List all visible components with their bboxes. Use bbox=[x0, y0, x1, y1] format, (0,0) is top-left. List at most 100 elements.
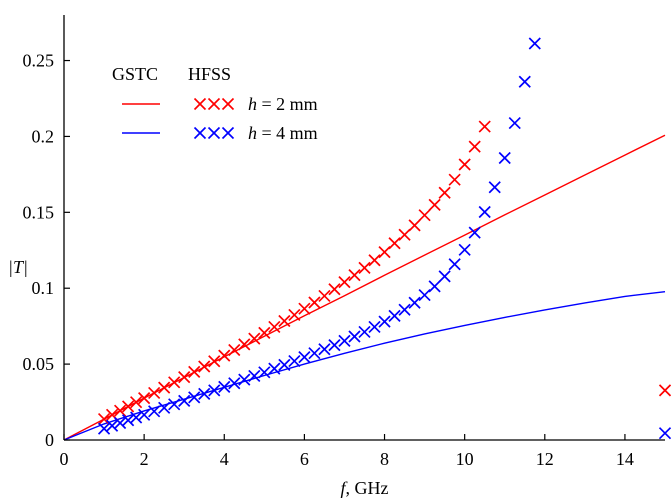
hfss-h2-marker-stroke-b bbox=[288, 308, 301, 322]
hfss-h4-marker-stroke-b bbox=[158, 401, 171, 414]
hfss-h4-marker bbox=[122, 414, 135, 427]
hfss-h4-marker-stroke-b bbox=[438, 270, 451, 283]
hfss-h2-marker bbox=[408, 219, 421, 232]
hfss-h4-marker bbox=[208, 384, 221, 397]
hfss-h2-marker-stroke-b bbox=[298, 302, 311, 315]
x-axis-label-unit: , GHz bbox=[346, 478, 389, 498]
hfss-h4-marker bbox=[268, 362, 281, 375]
hfss-h4-marker bbox=[418, 288, 431, 302]
hfss-h2-marker-stroke-b bbox=[338, 276, 351, 289]
hfss-h2-marker-stroke-b bbox=[398, 228, 411, 241]
hfss-h2-marker bbox=[138, 392, 151, 405]
hfss-h4-marker bbox=[158, 401, 171, 414]
legend-marker-sample-stroke-b bbox=[221, 126, 235, 140]
hfss-h4-marker bbox=[378, 315, 391, 328]
x-tick-label: 6 bbox=[300, 449, 309, 469]
hfss-h2-marker-stroke-b bbox=[318, 289, 331, 303]
hfss-h4-marker-stroke-b bbox=[130, 411, 143, 424]
hfss-h4-marker-stroke-b bbox=[248, 369, 261, 383]
hfss-h4-marker bbox=[428, 280, 441, 293]
legend-marker-sample bbox=[207, 126, 221, 140]
hfss-h2-marker-stroke-b bbox=[188, 365, 201, 378]
legend-marker-sample bbox=[193, 97, 207, 111]
legend: GSTC HFSS h = 2 mmh = 4 mm bbox=[112, 64, 318, 143]
legend-marker-sample-stroke-b bbox=[221, 97, 235, 111]
hfss-h2-marker-stroke-b bbox=[228, 343, 241, 357]
hfss-h4-marker bbox=[198, 387, 211, 400]
hfss-h2-marker bbox=[268, 320, 281, 334]
hfss-h4-marker bbox=[258, 366, 271, 379]
hfss-h2-marker-stroke-b bbox=[138, 392, 151, 405]
hfss-h4-marker bbox=[458, 243, 471, 256]
legend-header-gstc: GSTC bbox=[112, 64, 158, 84]
hfss-h4-marker-stroke-b bbox=[138, 408, 151, 421]
y-tick-label: 0 bbox=[45, 430, 54, 450]
hfss-h4-marker-stroke-b bbox=[208, 384, 221, 397]
hfss-h4-marker bbox=[168, 398, 181, 411]
hfss-h4-marker bbox=[130, 411, 143, 424]
hfss-h2-marker-stroke-b bbox=[388, 237, 401, 250]
hfss-h2-marker bbox=[328, 283, 341, 296]
hfss-h2-marker-stroke-b bbox=[97, 412, 111, 426]
chart-marks bbox=[63, 37, 671, 441]
hfss-h4-marker-stroke-b bbox=[398, 303, 411, 316]
hfss-h4-marker bbox=[278, 358, 291, 371]
hfss-h2-marker-stroke-b bbox=[158, 381, 171, 394]
hfss-h2-marker-stroke-b bbox=[328, 283, 341, 296]
hfss-h4-marker-stroke-b bbox=[358, 325, 371, 339]
y-tick-label: 0.25 bbox=[23, 51, 55, 71]
y-tick-label: 0.2 bbox=[32, 126, 55, 146]
hfss-h4-marker-stroke-b bbox=[218, 380, 231, 393]
hfss-h2-marker bbox=[113, 404, 127, 417]
hfss-h4-marker bbox=[105, 419, 119, 432]
hfss-h2-marker bbox=[478, 120, 491, 133]
hfss-h4-marker bbox=[338, 334, 351, 347]
hfss-h4-marker-stroke-b bbox=[308, 347, 321, 360]
hfss-h2-marker bbox=[438, 186, 451, 199]
hfss-h2-marker-stroke-b bbox=[148, 386, 161, 400]
hfss-h4-marker bbox=[228, 377, 241, 390]
hfss-h4-marker bbox=[448, 258, 461, 271]
hfss-h4-marker-stroke-b bbox=[528, 37, 541, 50]
legend-entry-symbol: h bbox=[248, 94, 257, 114]
hfss-h4-marker-stroke-b bbox=[298, 351, 311, 364]
hfss-h4-marker-stroke-b bbox=[168, 398, 181, 411]
hfss-h2-marker bbox=[208, 355, 221, 368]
hfss-h4-marker-stroke-b bbox=[268, 362, 281, 375]
hfss-h2-marker bbox=[458, 158, 471, 171]
hfss-h4-marker-stroke-b bbox=[388, 309, 401, 322]
y-axis-label: |T| bbox=[8, 257, 28, 277]
hfss-h2-marker-stroke-b bbox=[105, 408, 119, 421]
hfss-h2-marker-stroke-b bbox=[218, 349, 231, 362]
hfss-h2-marker bbox=[248, 332, 261, 345]
hfss-h4-marker-stroke-b bbox=[328, 339, 341, 352]
legend-marker-sample-stroke-b bbox=[207, 97, 221, 111]
hfss-h2-marker-stroke-b bbox=[130, 396, 143, 409]
hfss-h4-marker bbox=[298, 351, 311, 364]
legend-marker-sample bbox=[221, 97, 235, 111]
hfss-h4-marker bbox=[138, 408, 151, 421]
hfss-h4-marker-stroke-b bbox=[188, 391, 201, 404]
hfss-h2-marker bbox=[388, 237, 401, 250]
hfss-h2-marker bbox=[218, 349, 231, 362]
gstc-h4-line bbox=[63, 291, 666, 441]
hfss-h4-marker bbox=[398, 303, 411, 316]
hfss-h2-marker-stroke-b bbox=[358, 261, 371, 274]
hfss-h2-marker bbox=[228, 343, 241, 357]
hfss-h4-marker-stroke-b bbox=[97, 422, 111, 435]
y-tick-label: 0.15 bbox=[23, 202, 55, 222]
hfss-h4-marker bbox=[508, 116, 521, 130]
hfss-h2-marker-stroke-b bbox=[308, 296, 321, 309]
hfss-h4-marker-stroke-b bbox=[122, 414, 135, 427]
y-tick-label: 0.1 bbox=[32, 278, 55, 298]
hfss-h4-marker-stroke-b bbox=[178, 394, 191, 407]
hfss-h4-marker bbox=[248, 369, 261, 383]
hfss-h4-marker bbox=[468, 226, 481, 239]
x-tick-label: 4 bbox=[220, 449, 229, 469]
hfss-h2-marker bbox=[448, 173, 461, 186]
legend-marker-sample bbox=[207, 97, 221, 111]
hfss-h2-marker-stroke-b bbox=[258, 326, 271, 339]
hfss-h2-marker bbox=[398, 228, 411, 241]
hfss-h4-marker bbox=[328, 339, 341, 352]
